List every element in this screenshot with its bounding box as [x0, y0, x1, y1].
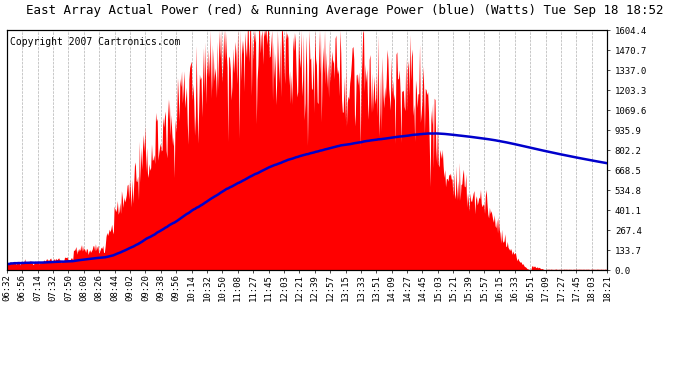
Text: East Array Actual Power (red) & Running Average Power (blue) (Watts) Tue Sep 18 : East Array Actual Power (red) & Running … — [26, 4, 664, 17]
Text: Copyright 2007 Cartronics.com: Copyright 2007 Cartronics.com — [10, 37, 180, 47]
